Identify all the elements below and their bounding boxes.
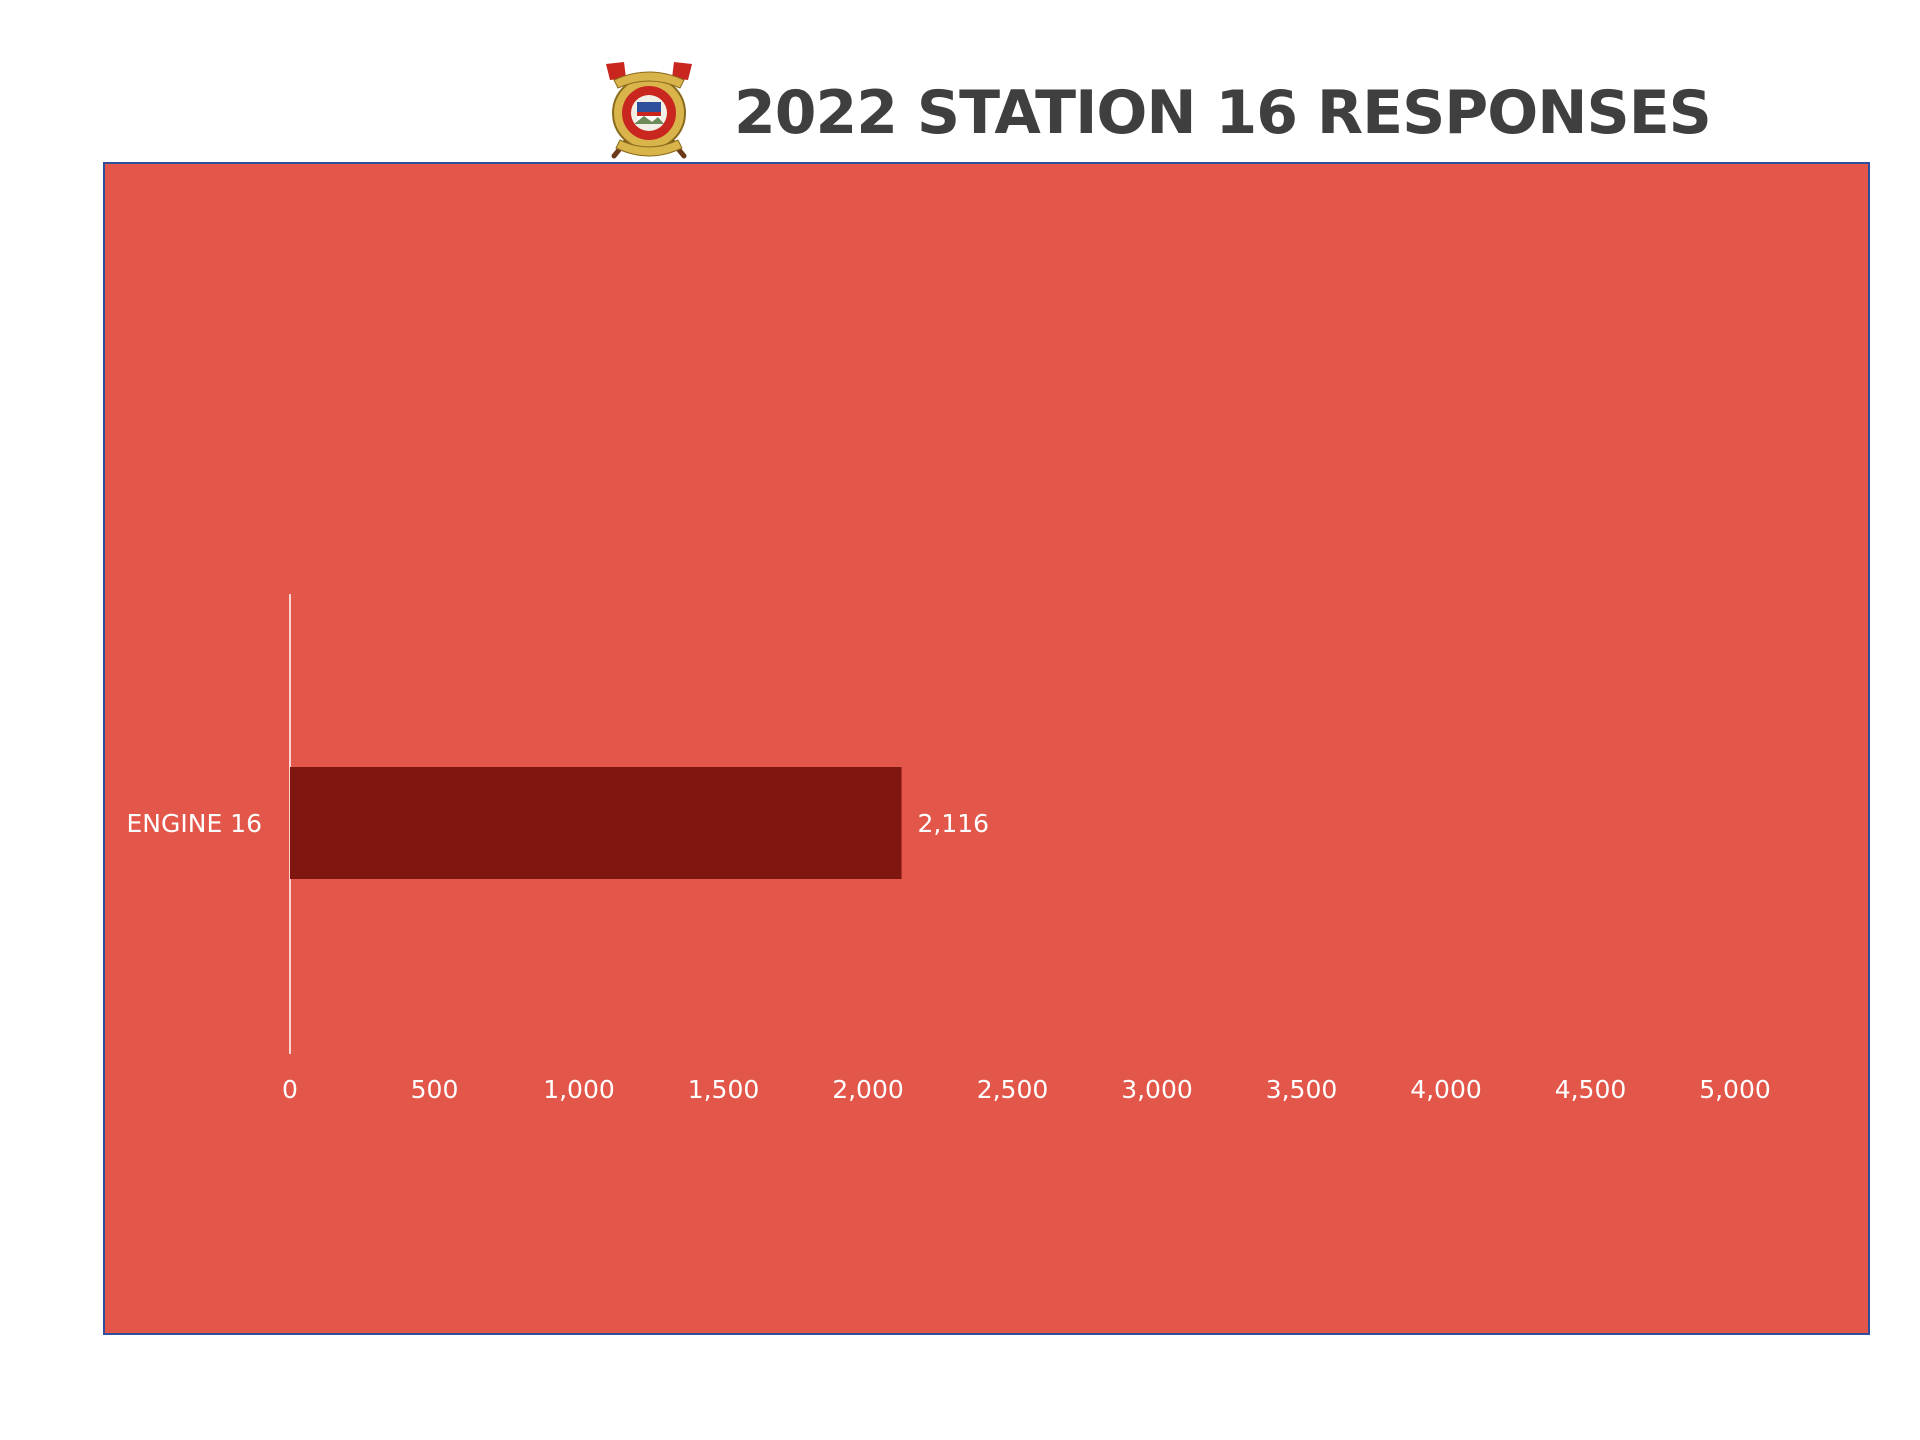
page-header: 2022 STATION 16 RESPONSES — [600, 58, 1712, 168]
x-tick-label: 4,500 — [1555, 1075, 1627, 1104]
x-tick-label: 0 — [282, 1075, 298, 1104]
x-tick-label: 500 — [411, 1075, 459, 1104]
x-tick-label: 2,500 — [977, 1075, 1049, 1104]
chart-area: ENGINE 16 2,116 0 500 1,000 1,500 2,000 2,500 3,… — [103, 162, 1870, 1335]
x-tick-label: 1,500 — [688, 1075, 760, 1104]
x-tick-label: 3,000 — [1121, 1075, 1193, 1104]
x-tick-label: 2,000 — [832, 1075, 904, 1104]
data-label: 2,116 — [918, 809, 990, 838]
chart-title: 2022 STATION 16 RESPONSES — [734, 78, 1712, 148]
x-tick-label: 1,000 — [543, 1075, 615, 1104]
x-tick-label: 5,000 — [1699, 1075, 1771, 1104]
x-tick-label: 4,000 — [1410, 1075, 1482, 1104]
bar-engine-16 — [290, 767, 902, 879]
fire-department-seal-icon — [606, 62, 692, 159]
bar-chart: ENGINE 16 2,116 0 500 1,000 1,500 2,000 2,500 3,… — [127, 594, 1771, 1104]
category-label: ENGINE 16 — [127, 809, 263, 838]
x-tick-label: 3,500 — [1266, 1075, 1338, 1104]
